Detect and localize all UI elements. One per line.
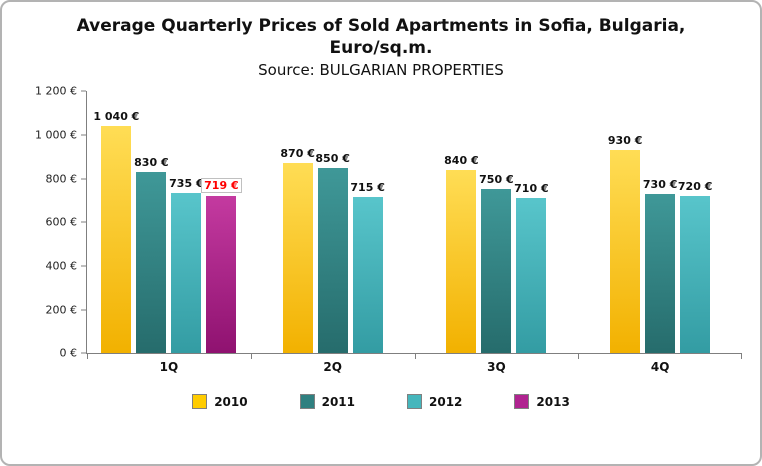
y-axis-tick: 1 000 € — [35, 128, 86, 141]
bar-cell-2010-1Q: 1 040 € — [93, 91, 139, 354]
y-axis-tick-label: 800 € — [45, 172, 78, 186]
plot-area: 1 040 € 830 €735 €719 € 870 €850 € 715 € 840… — [86, 91, 742, 360]
y-axis-tick: 600 € — [45, 215, 86, 229]
bar-2011-2Q — [317, 167, 348, 354]
legend-swatch-2013 — [514, 394, 530, 410]
bar-cell-2012-4Q: 720 € — [677, 91, 713, 354]
y-axis: 1 200 € 1 000 € 800 € 600 € 400 € 200 € 0 € — [10, 85, 86, 360]
legend-label-2011: 2011 — [321, 394, 355, 409]
legend-swatch-2011 — [299, 394, 315, 410]
bar-cell-2012-3Q: 710 € — [514, 91, 549, 354]
x-axis-category-label-3Q: 3Q — [487, 360, 506, 375]
bar-cell-2010-4Q: 930 € — [607, 91, 643, 354]
bar-value-label: 750 € — [479, 173, 514, 187]
bar-value-label: 850 € — [315, 151, 350, 165]
chart-title-line1: Average Quarterly Prices of Sold Apartme… — [76, 16, 686, 36]
y-axis-tick: 200 € — [45, 303, 86, 317]
bar-value-label: 730 € — [642, 177, 678, 191]
bar-value-label: 710 € — [514, 182, 549, 196]
x-axis-tick-mark — [414, 354, 416, 360]
bar-2011-3Q — [481, 189, 512, 354]
y-axis-tick-mark — [81, 265, 86, 267]
bar-cell-2011-4Q: 730 € — [642, 91, 678, 354]
bar-cell-2013-1Q: 719 € — [201, 91, 242, 354]
bar-2012-1Q — [171, 192, 202, 354]
chart-title-line2: Euro/sq.m. — [329, 38, 433, 59]
bar-2010-2Q — [282, 163, 313, 354]
legend-item-2011: 2011 — [299, 394, 355, 410]
bar-cell-2010-2Q: 870 € — [280, 91, 315, 354]
chart-subtitle: Source: BULGARIAN PROPERTIES — [258, 61, 504, 80]
bar-group-1Q: 1 040 € 830 €735 €719 € — [87, 91, 251, 354]
x-axis-labels: 1Q 2Q 3Q 4Q — [87, 360, 742, 374]
bar-value-label: 720 € — [677, 180, 713, 193]
bar-2012-4Q — [680, 196, 711, 354]
bar-cell-2011-2Q: 850 € — [315, 91, 350, 354]
y-axis-tick-label: 400 € — [45, 259, 78, 273]
legend-label-2010: 2010 — [214, 394, 248, 409]
bar-value-label: 840 € — [444, 153, 479, 167]
y-axis-tick-label: 1 000 € — [35, 128, 77, 142]
bar-cell-2010-3Q: 840 € — [444, 91, 479, 354]
bar-2010-3Q — [446, 169, 477, 354]
bar-cell-2012-2Q: 715 € — [350, 91, 385, 354]
bar-value-label: 870 € — [280, 147, 315, 161]
bar-cell-2012-1Q: 735 € — [169, 91, 204, 354]
y-axis-tick-mark — [81, 134, 86, 136]
bar-value-label: 830 € — [134, 155, 169, 169]
y-axis-tick: 800 € — [45, 172, 86, 186]
bar-value-label: 930 € — [607, 134, 643, 148]
x-axis-tick-mark — [578, 354, 580, 360]
legend: 2010 2011 2012 2013 — [2, 394, 760, 410]
bar-2012-2Q — [352, 197, 383, 354]
y-axis-tick-mark — [81, 309, 86, 311]
y-axis-tick: 400 € — [45, 259, 86, 273]
bar-value-label: 715 € — [350, 181, 385, 195]
x-axis-tick-mark — [741, 354, 742, 360]
legend-swatch-2010 — [192, 394, 208, 410]
legend-item-2010: 2010 — [192, 394, 248, 410]
bar-group-3Q: 840 €750 €710 € — [415, 91, 579, 354]
legend-label-2013: 2013 — [536, 394, 570, 409]
bar-2010-1Q — [101, 126, 132, 354]
bar-2011-4Q — [645, 193, 676, 354]
y-axis-tick-label: 600 € — [45, 215, 78, 229]
legend-label-2012: 2012 — [429, 394, 463, 409]
bar-value-label: 719 € — [201, 178, 242, 194]
bar-group-2Q: 870 €850 € 715 € — [251, 91, 415, 354]
y-axis-tick-mark — [81, 221, 86, 223]
bar-chart: 1 200 € 1 000 € 800 € 600 € 400 € 200 € 0 € 1 … — [2, 85, 760, 360]
x-axis-category-label-4Q: 4Q — [650, 360, 670, 375]
bar-2012-3Q — [516, 198, 547, 354]
bar-2011-1Q — [136, 171, 167, 354]
chart-title: Average Quarterly Prices of Sold Apartme… — [2, 15, 760, 59]
y-axis-tick-label: 200 € — [45, 303, 78, 317]
bar-2013-1Q — [206, 196, 237, 354]
y-axis-tick: 0 € — [59, 346, 86, 360]
bar-cell-2011-3Q: 750 € — [479, 91, 514, 354]
bar-value-label: 735 € — [169, 176, 204, 190]
y-axis-tick-mark — [81, 178, 86, 180]
bar-2010-4Q — [610, 150, 641, 354]
x-axis-category-label-2Q: 2Q — [323, 360, 342, 375]
bar-value-label: 1 040 € — [93, 110, 140, 124]
bar-cell-2011-1Q: 830 € — [134, 91, 169, 354]
legend-item-2012: 2012 — [407, 394, 463, 410]
y-axis-tick: 1 200 € — [35, 85, 86, 98]
x-axis: 1Q 2Q 3Q 4Q — [2, 360, 760, 374]
legend-item-2013: 2013 — [514, 394, 570, 410]
y-axis-tick-mark — [81, 352, 86, 354]
x-axis-category-label-1Q: 1Q — [159, 360, 179, 375]
y-axis-tick-mark — [81, 90, 86, 92]
bar-group-4Q: 930 € 730 €720 € — [578, 91, 742, 354]
x-axis-tick-mark — [87, 354, 88, 360]
y-axis-tick-label: 0 € — [59, 346, 78, 360]
y-axis-tick-label: 1 200 € — [35, 84, 77, 98]
legend-swatch-2012 — [407, 394, 422, 410]
x-axis-spacer — [10, 360, 87, 374]
x-axis-tick-mark — [250, 354, 252, 360]
